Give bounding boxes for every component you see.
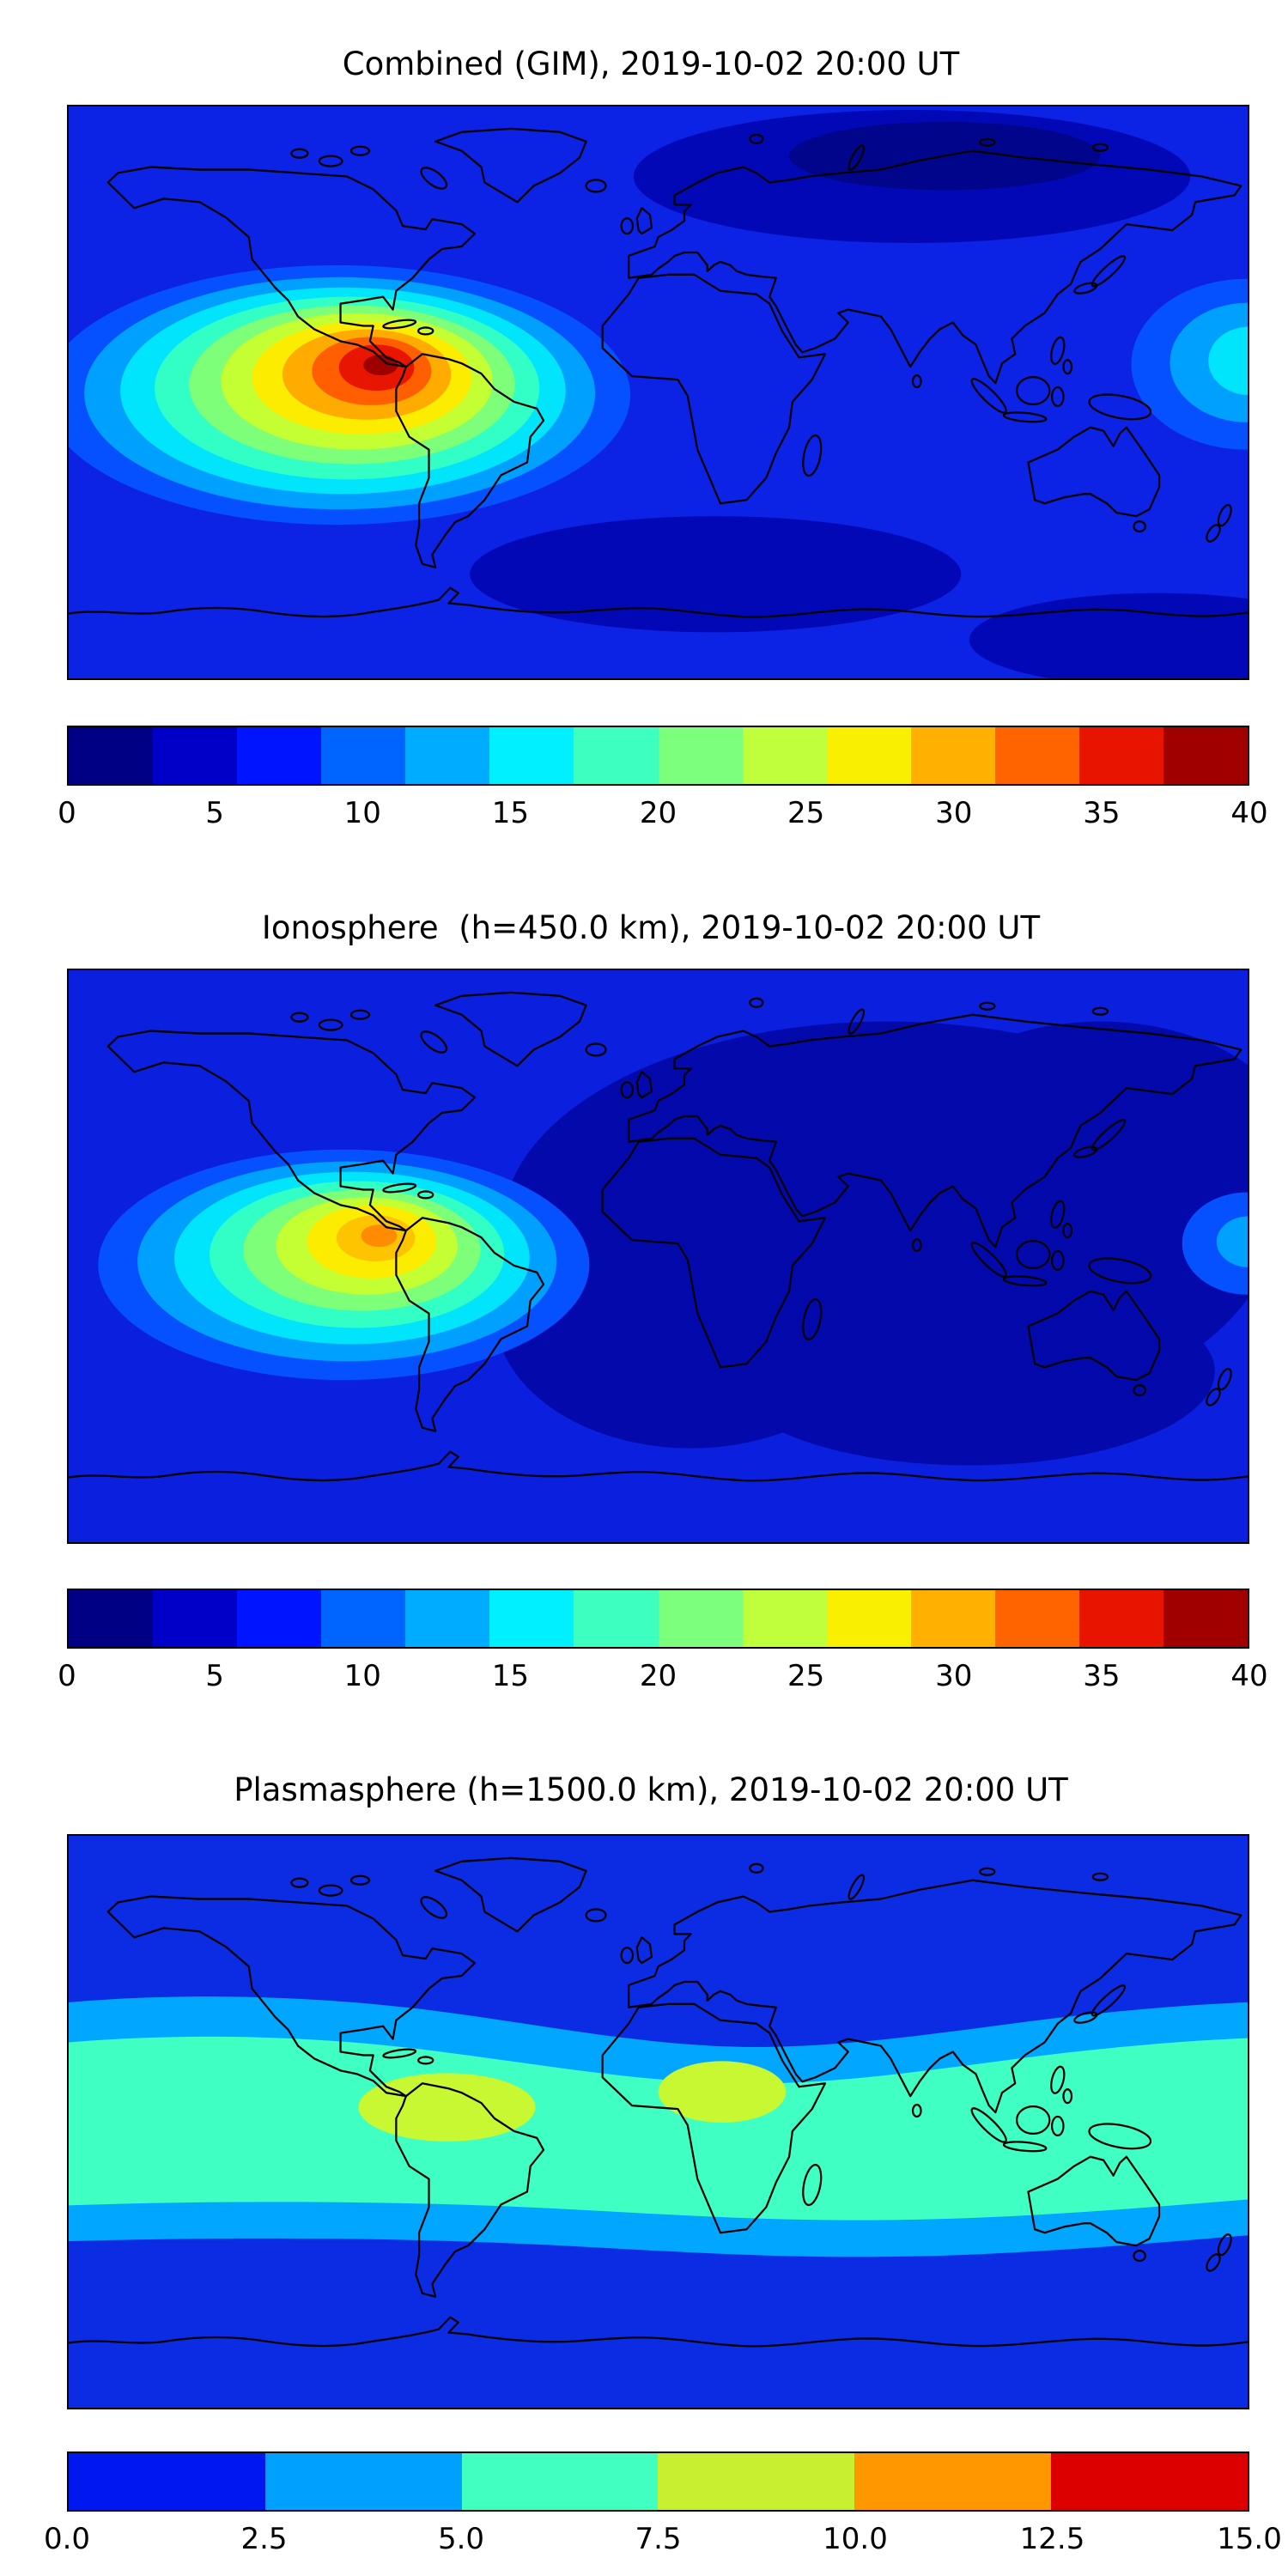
colorbar-combined [67,726,1249,786]
band-maxima [358,2061,787,2142]
colorbar-segment [994,1590,1079,1647]
colorbar-tick-label: 15 [491,796,530,830]
colorbar-tick-label: 25 [787,796,825,830]
colorbar-tick-label: 10 [343,796,381,830]
colorbar-tick-label: 5 [205,1659,224,1693]
colorbar-segment [153,1590,238,1647]
colorbar-segment [237,727,322,784]
colorbar-segment [658,727,743,784]
colorbar-segment [826,1590,911,1647]
colorbar-tick-label: 35 [1083,796,1121,830]
colorbar-tick-label: 5 [205,796,224,830]
hotspot-contours [69,264,630,526]
hotspot-contours [98,1149,590,1381]
equatorial-band-inner [69,2036,1248,2221]
colorbar-tick-label: 0 [58,1659,76,1693]
colorbar-tick-label: 10.0 [823,2522,888,2556]
colorbar-segment [321,1590,406,1647]
colorbar-segment [264,2453,462,2510]
colorbar-segment [1051,2453,1248,2510]
low-tec-dark-regions [470,109,1248,678]
colorbar-segment [854,2453,1052,2510]
colorbar-plasmasphere [67,2451,1249,2512]
map-plasmasphere [67,1834,1249,2409]
map-combined [67,105,1249,680]
colorbar-segment [994,727,1079,784]
colorbar-segment [658,1590,743,1647]
colorbar-segment [237,1590,322,1647]
colorbar-segment [1078,727,1164,784]
colorbar-tick-label: 25 [787,1659,825,1693]
east-edge-enhancement [1131,278,1248,450]
colorbar-tick-label: 0.0 [43,2522,91,2556]
colorbar-tick-label: 30 [935,1659,973,1693]
colorbar-segment [1163,1590,1249,1647]
colorbar-tick-label: 0 [58,796,76,830]
colorbar-segment [461,2453,659,2510]
colorbar-segment [658,2453,855,2510]
colorbar-segment [69,727,154,784]
colorbar-ionosphere [67,1589,1249,1649]
colorbar-segment [489,1590,574,1647]
colorbar-segment [69,1590,154,1647]
colorbar-tick-label: 15 [491,1659,530,1693]
colorbar-segment [910,1590,995,1647]
tec-map-ionosphere-svg [69,970,1248,1542]
colorbar-tick-label: 30 [935,796,973,830]
colorbar-segment [574,727,659,784]
panel-title-plasmasphere: Plasmasphere (h=1500.0 km), 2019-10-02 2… [234,1771,1068,1808]
colorbar-segment [489,727,574,784]
colorbar-segment [826,727,911,784]
panel-title-ionosphere: Ionosphere (h=450.0 km), 2019-10-02 20:0… [261,909,1041,946]
tec-map-plasmasphere-svg [69,1836,1248,2408]
panel-title-combined: Combined (GIM), 2019-10-02 20:00 UT [342,46,960,82]
colorbar-segment [153,727,238,784]
colorbar-segment [742,1590,827,1647]
colorbar-tick-label: 10 [343,1659,381,1693]
colorbar-tick-label: 20 [639,796,677,830]
colorbar-tick-label: 7.5 [635,2522,682,2556]
colorbar-segment [405,1590,490,1647]
colorbar-segment [1078,1590,1164,1647]
tec-map-combined-svg [69,106,1248,678]
colorbar-tick-label: 20 [639,1659,677,1693]
colorbar-segment [321,727,406,784]
colorbar-segment [405,727,490,784]
colorbar-tick-label: 40 [1230,796,1268,830]
east-edge-enhancement [1182,1192,1248,1295]
colorbar-tick-label: 5.0 [437,2522,485,2556]
colorbar-segment [910,727,995,784]
colorbar-segment [1163,727,1249,784]
low-tec-dark-regions [494,1021,1248,1466]
map-ionosphere [67,969,1249,1544]
colorbar-tick-label: 15.0 [1217,2522,1282,2556]
colorbar-tick-label: 12.5 [1019,2522,1085,2556]
colorbar-segment [742,727,827,784]
colorbar-segment [69,2453,265,2510]
colorbar-tick-label: 35 [1083,1659,1121,1693]
colorbar-segment [574,1590,659,1647]
colorbar-ticks-plasmasphere: 0.0 2.5 5.0 7.5 10.0 12.5 15.0 [44,2518,1282,2556]
colorbar-tick-label: 2.5 [240,2522,288,2556]
colorbar-ticks-combined: 0 5 10 15 20 25 30 35 40 [58,793,1267,830]
colorbar-tick-label: 40 [1230,1659,1268,1693]
colorbar-ticks-ionosphere: 0 5 10 15 20 25 30 35 40 [58,1656,1267,1693]
